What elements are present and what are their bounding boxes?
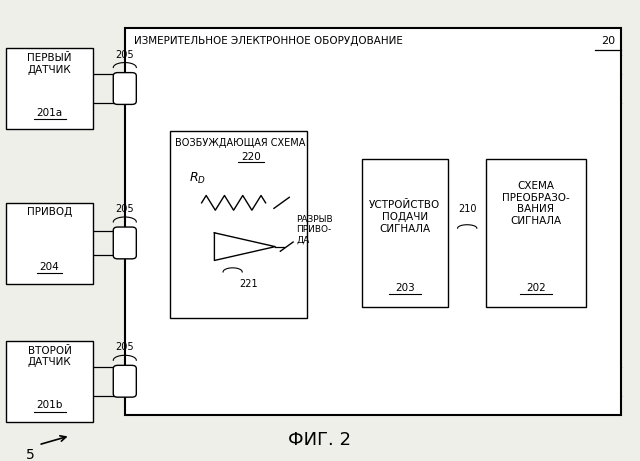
Text: 203: 203 [395,283,415,293]
Text: ИЗМЕРИТЕЛЬНОЕ ЭЛЕКТРОННОЕ ОБОРУДОВАНИЕ: ИЗМЕРИТЕЛЬНОЕ ЭЛЕКТРОННОЕ ОБОРУДОВАНИЕ [134,36,403,46]
Bar [6,203,93,284]
Text: 201b: 201b [36,400,63,410]
Text: 221: 221 [239,279,258,289]
Text: ВОЗБУЖДАЮЩАЯ СХЕМА: ВОЗБУЖДАЮЩАЯ СХЕМА [175,138,305,148]
Text: ФИГ. 2: ФИГ. 2 [289,431,351,449]
Text: 204: 204 [40,262,60,272]
Bar [362,159,448,307]
Text: $R_D$: $R_D$ [189,171,206,186]
Text: ПРИВОД: ПРИВОД [27,207,72,218]
Bar [125,28,621,415]
FancyBboxPatch shape [113,73,136,104]
Text: 210: 210 [458,204,476,214]
Text: 205: 205 [115,343,134,352]
Bar [486,159,586,307]
FancyBboxPatch shape [113,227,136,259]
Text: РАЗРЫВ
ПРИВО-
ДА: РАЗРЫВ ПРИВО- ДА [296,214,333,244]
Text: УСТРОЙСТВО
ПОДАЧИ
СИГНАЛА: УСТРОЙСТВО ПОДАЧИ СИГНАЛА [369,201,440,234]
Text: ПЕРВЫЙ
ДАТЧИК: ПЕРВЫЙ ДАТЧИК [28,53,72,75]
Text: 202: 202 [526,283,546,293]
Text: 201a: 201a [36,107,63,118]
Bar [6,341,93,422]
Text: СХЕМА
ПРЕОБРАЗО-
ВАНИЯ
СИГНАЛА: СХЕМА ПРЕОБРАЗО- ВАНИЯ СИГНАЛА [502,181,570,226]
Text: 205: 205 [115,204,134,214]
Text: ВТОРОЙ
ДАТЧИК: ВТОРОЙ ДАТЧИК [28,346,72,367]
Text: 220: 220 [241,152,261,162]
Bar [6,48,93,129]
Text: 205: 205 [115,50,134,60]
Text: 5: 5 [26,448,35,461]
Bar [170,131,307,318]
Text: 20: 20 [601,36,615,46]
FancyBboxPatch shape [113,365,136,397]
